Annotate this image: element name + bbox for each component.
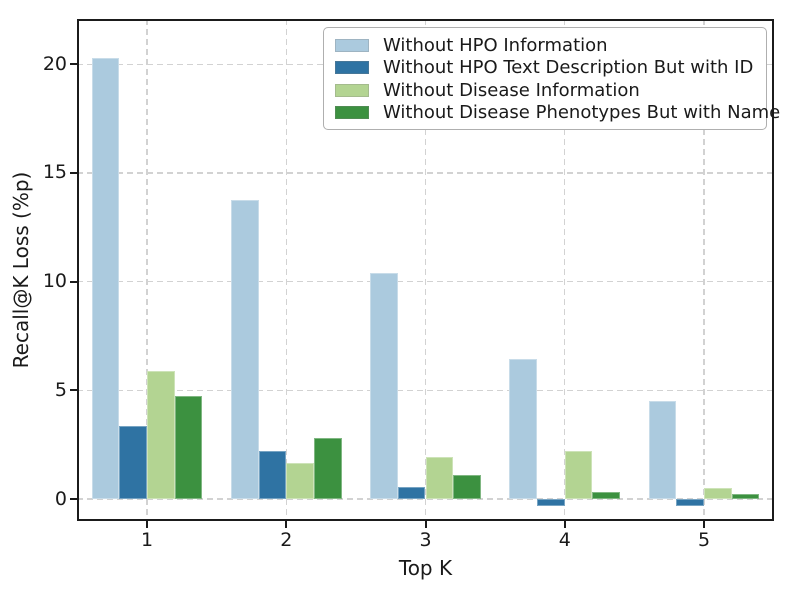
bar-series3-topk2 — [286, 463, 314, 499]
x-tick-label: 4 — [558, 529, 571, 551]
bar-series2-topk5 — [676, 499, 704, 506]
bar-series1-topk4 — [509, 358, 538, 499]
x-tick-label: 5 — [697, 529, 711, 551]
legend-item: Without Disease Phenotypes But with Name — [335, 102, 780, 125]
legend-item: Without HPO Information — [335, 34, 766, 57]
x-tick-mark — [285, 521, 288, 528]
bar-series2-topk4 — [537, 499, 565, 506]
x-tick-mark — [563, 521, 566, 528]
x-tick-mark — [703, 521, 705, 528]
bar-series4-topk2 — [313, 438, 342, 499]
legend-label: Without Disease Information — [383, 79, 640, 101]
x-tick-mark — [424, 521, 427, 528]
bar-series1-topk1 — [91, 57, 120, 499]
y-tick-mark — [70, 389, 77, 392]
gridline-x-5 — [703, 19, 705, 521]
y-axis-label: Recall@K Loss (%p) — [9, 171, 33, 369]
y-tick-mark — [70, 280, 77, 283]
x-tick-label: 1 — [140, 529, 154, 551]
bar-series1-topk3 — [370, 272, 398, 499]
bar-series3-topk4 — [564, 451, 593, 499]
x-axis-label: Top K — [398, 556, 453, 580]
gridline-x-2 — [285, 19, 287, 521]
gridline-x-4 — [564, 19, 566, 521]
bar-series2-topk1 — [119, 426, 147, 499]
legend-label: Without HPO Text Description But with ID — [383, 57, 754, 79]
legend-swatch-icon — [335, 83, 369, 97]
legend-item: Without Disease Information — [335, 79, 766, 102]
bar-series3-topk5 — [704, 488, 732, 499]
x-tick-label: 2 — [280, 529, 293, 551]
bar-series4-topk4 — [592, 492, 621, 499]
bar-series3-topk3 — [425, 456, 454, 499]
bar-series1-topk5 — [648, 401, 677, 499]
y-tick-label: 5 — [54, 378, 67, 401]
y-tick-mark — [70, 63, 77, 66]
x-tick-label: 3 — [419, 529, 432, 551]
y-tick-mark — [70, 498, 77, 500]
x-tick-mark — [146, 521, 148, 528]
bar-series2-topk3 — [397, 487, 426, 499]
legend-label: Without Disease Phenotypes But with Name — [383, 102, 781, 124]
legend-item: Without HPO Text Description But with ID — [335, 57, 766, 80]
legend-swatch-icon — [335, 38, 369, 52]
bars-layer — [77, 19, 774, 521]
y-tick-label: 20 — [42, 52, 67, 75]
legend-label: Without HPO Information — [383, 34, 608, 56]
bar-series4-topk1 — [174, 395, 203, 499]
bar-series3-topk1 — [147, 370, 175, 499]
legend-swatch-icon — [335, 106, 369, 120]
y-tick-label: 15 — [42, 161, 67, 184]
bar-series2-topk2 — [258, 451, 287, 499]
bar-series4-topk3 — [453, 475, 481, 499]
y-tick-mark — [70, 171, 77, 174]
bar-series4-topk5 — [731, 493, 760, 499]
legend: Without HPO Information Without HPO Text… — [323, 27, 780, 130]
bar-series1-topk2 — [230, 200, 259, 499]
gridline-x-1 — [146, 19, 148, 521]
y-tick-label: 10 — [42, 270, 67, 293]
y-tick-label: 0 — [54, 487, 67, 510]
legend-swatch-icon — [335, 61, 369, 75]
gridline-x-3 — [424, 19, 427, 521]
